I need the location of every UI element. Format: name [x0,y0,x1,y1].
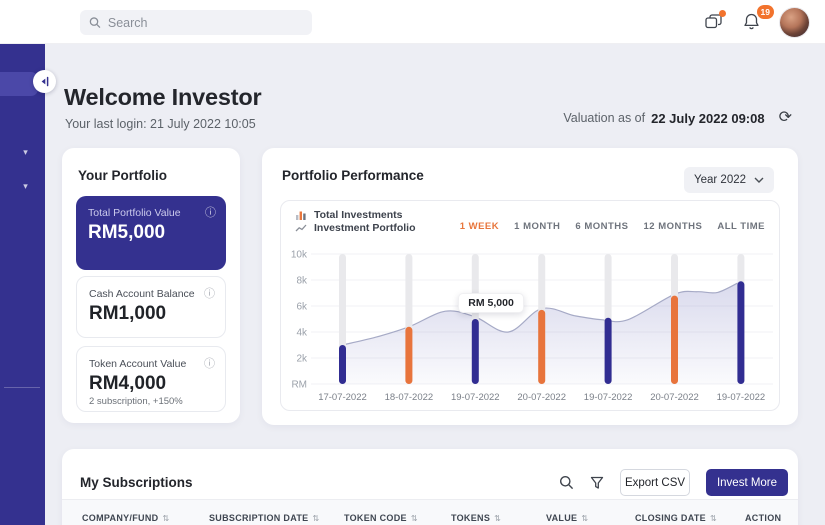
column-header-value[interactable]: VALUE [546,513,588,523]
export-csv-button[interactable]: Export CSV [620,469,690,496]
chart-bar[interactable] [671,295,678,384]
x-axis-label: 17-07-2022 [318,392,367,403]
performance-chart-svg: 10k 8k 6k 4k 2k RM 17-07-2022 18-07-2022 19-07-2… [291,250,773,403]
tile-value: RM1,000 [89,303,167,324]
subscriptions-title: My Subscriptions [80,475,193,490]
x-axis-label: 20-07-2022 [650,392,699,403]
tab-1-month[interactable]: 1 MONTH [514,221,561,232]
chart-bar[interactable] [471,319,479,384]
y-axis-label: 10k [291,250,308,261]
portfolio-title: Your Portfolio [78,168,167,183]
y-axis-label: 6k [296,302,308,313]
search-icon [560,476,574,490]
tab-1-week[interactable]: 1 WEEK [459,221,500,232]
time-range-tabs: 1 WEEK 1 MONTH 6 MONTHS 12 MONTHS ALL TI… [460,221,765,232]
notification-count-badge: 19 [756,5,774,19]
valuation-info: Valuation as of 22 July 2022 09:08 ⟳ [563,110,792,126]
subscriptions-toolbar: Export CSV Invest More [559,469,788,496]
collapse-left-icon [41,76,49,87]
valuation-datetime: 22 July 2022 09:08 [651,110,765,126]
legend-label: Investment Portfolio [314,221,416,234]
sidebar-collapse-button[interactable] [33,70,56,93]
messages-dot-badge [719,10,726,17]
y-axis-label: RM [291,380,307,391]
legend-item: Total Investments [295,208,416,221]
x-axis-label: 18-07-2022 [385,392,434,403]
total-portfolio-value-tile[interactable]: Total Portfolio Value ⓘ RM5,000 [76,196,226,270]
messages-button[interactable] [704,10,726,32]
topbar-actions: 19 [704,0,809,44]
x-axis-label: 20-07-2022 [517,392,566,403]
x-axis-label: 19-07-2022 [584,392,633,403]
x-axis-label: 19-07-2022 [451,392,500,403]
chart-bar[interactable] [538,309,546,384]
token-account-value-tile[interactable]: Token Account Value ⓘ RM4,000 2 subscrip… [76,346,226,412]
sidebar-chevron-down-icon[interactable]: ▾ [23,181,28,191]
search-field[interactable] [107,15,303,30]
topbar: 19 [0,0,825,44]
avatar[interactable] [780,7,809,37]
info-icon[interactable]: ⓘ [204,358,215,370]
info-icon[interactable]: ⓘ [205,207,216,219]
portfolio-card: Your Portfolio Total Portfolio Value ⓘ R… [62,148,240,423]
y-axis-label: 8k [296,276,308,287]
performance-card: Portfolio Performance Year 2022 Total In… [262,148,798,425]
subscriptions-card: My Subscriptions Export CSV Invest More … [62,449,798,525]
tile-value: RM4,000 [89,373,167,394]
column-header-tokens[interactable]: TOKENS [451,513,501,523]
last-login-text: Your last login: 21 July 2022 10:05 [65,117,256,131]
tile-value: RM5,000 [88,222,166,243]
line-chart-icon [295,224,307,231]
column-header-subscription-date[interactable]: SUBSCRIPTION DATE [209,513,319,523]
tile-label: Cash Account Balance [89,288,195,300]
chevron-down-icon [754,177,764,183]
sidebar-chevron-down-icon[interactable]: ▾ [23,147,28,157]
sidebar-divider [4,387,40,388]
table-filter-button[interactable] [590,476,604,490]
chart-bar[interactable] [339,345,346,384]
x-axis-label: 19-07-2022 [717,392,766,403]
sidebar-active-item[interactable] [0,72,38,96]
y-axis-label: 2k [296,354,308,365]
table-search-button[interactable] [559,475,574,490]
chart-bar[interactable] [737,281,745,384]
tile-note: 2 subscription, +150% [89,396,183,407]
year-filter-value: Year 2022 [694,174,747,186]
refresh-icon[interactable]: ⟳ [778,109,792,126]
legend-item: Investment Portfolio [295,221,416,234]
filter-icon [590,476,604,489]
page-title: Welcome Investor [64,84,262,110]
tab-12-months[interactable]: 12 MONTHS [643,221,703,232]
chart-legend: Total Investments Investment Portfolio [295,208,416,234]
y-axis-label: 4k [296,328,308,339]
bell-icon [744,13,759,30]
tab-all-time[interactable]: ALL TIME [717,221,765,232]
chart-bar[interactable] [405,326,413,384]
bar-chart-icon [296,211,306,220]
notifications-button[interactable]: 19 [742,5,774,32]
column-header-closing-date[interactable]: CLOSING DATE [635,513,717,523]
legend-label: Total Investments [314,208,403,221]
info-icon[interactable]: ⓘ [204,288,215,300]
chart-tooltip: RM 5,000 [458,293,524,313]
cash-account-balance-tile[interactable]: Cash Account Balance ⓘ RM1,000 [76,276,226,338]
search-icon [89,17,101,28]
chart-panel: Total Investments Investment Portfolio 1… [280,200,780,411]
column-header-company-fund[interactable]: COMPANY/FUND [82,513,169,523]
column-header-token-code[interactable]: TOKEN CODE [344,513,418,523]
invest-more-button[interactable]: Invest More [706,469,788,496]
search-input[interactable] [80,10,312,35]
messages-icon [705,14,722,29]
valuation-label: Valuation as of [563,111,646,125]
year-filter-dropdown[interactable]: Year 2022 [684,167,774,193]
tile-label: Token Account Value [89,358,187,370]
chart-bar[interactable] [604,317,612,384]
sidebar: ▾ ▾ [0,44,45,525]
tile-label: Total Portfolio Value [88,207,181,219]
subscriptions-table-header: COMPANY/FUND SUBSCRIPTION DATE TOKEN COD… [62,499,798,525]
column-header-action: ACTION [745,513,782,523]
tab-6-months[interactable]: 6 MONTHS [575,221,629,232]
performance-title: Portfolio Performance [282,168,424,183]
